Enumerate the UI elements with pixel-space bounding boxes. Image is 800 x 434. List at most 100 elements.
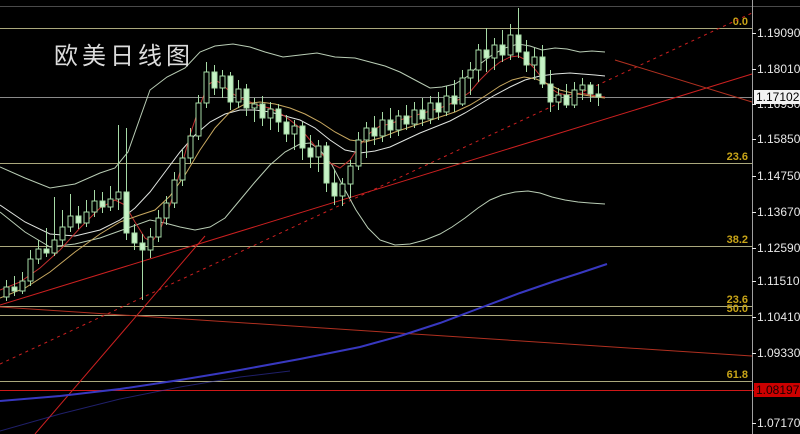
candle-body bbox=[587, 84, 594, 95]
candle-body bbox=[331, 182, 338, 197]
short-descending-line[interactable] bbox=[614, 59, 753, 103]
fib-level-label: 50.0 bbox=[727, 303, 748, 315]
candle-body bbox=[155, 217, 162, 238]
candle-body bbox=[275, 108, 282, 123]
ascending-trendline[interactable] bbox=[0, 73, 753, 306]
price-tick-label: 1.12590 bbox=[757, 241, 800, 255]
candle-body bbox=[219, 75, 226, 89]
candle-body bbox=[491, 44, 498, 59]
candle-body bbox=[595, 93, 602, 98]
candle-body bbox=[171, 179, 178, 204]
candle-body bbox=[299, 125, 306, 149]
fib-level-label: 23.6 bbox=[727, 151, 748, 163]
candle-body bbox=[203, 71, 210, 104]
alert-price-box bbox=[754, 383, 800, 397]
candle-body bbox=[139, 242, 146, 251]
candle-body bbox=[43, 248, 50, 254]
candle-body bbox=[91, 200, 98, 213]
candle-body bbox=[283, 121, 290, 135]
candle-body bbox=[499, 44, 506, 56]
candle-body bbox=[35, 248, 42, 260]
candle-body bbox=[435, 102, 442, 113]
candle-body bbox=[443, 95, 450, 113]
price-tick-label: 1.07170 bbox=[757, 416, 800, 430]
candle-body bbox=[427, 102, 434, 120]
candle-body bbox=[123, 191, 130, 234]
current-price-label: 1.17102 bbox=[756, 90, 800, 104]
candle-body bbox=[363, 127, 370, 141]
candle-body bbox=[99, 200, 106, 208]
candle-body bbox=[475, 49, 482, 71]
price-tick-label: 1.11510 bbox=[757, 274, 800, 288]
candle-body bbox=[211, 71, 218, 89]
candle-body bbox=[419, 109, 426, 120]
candle-body bbox=[507, 34, 514, 56]
candle-body bbox=[515, 34, 522, 53]
candle-body bbox=[83, 211, 90, 224]
chart-title: 欧美日线图 bbox=[54, 44, 194, 70]
fib-level-label: 38.2 bbox=[727, 234, 748, 246]
candle-body bbox=[243, 88, 250, 109]
candle-body bbox=[75, 215, 82, 224]
candle-body bbox=[51, 239, 58, 254]
price-tick-label: 1.09330 bbox=[757, 346, 800, 360]
candle-body bbox=[235, 88, 242, 103]
steep-trendline[interactable] bbox=[34, 235, 206, 434]
candle-body bbox=[323, 145, 330, 184]
candle-body bbox=[251, 103, 258, 109]
candle-body bbox=[347, 165, 354, 185]
candle-body bbox=[523, 51, 530, 66]
candle-body bbox=[483, 49, 490, 59]
candle-body bbox=[147, 236, 154, 251]
candle-body bbox=[531, 56, 538, 66]
candle-body bbox=[27, 258, 34, 282]
candle-body bbox=[339, 183, 346, 197]
candle-body bbox=[315, 145, 322, 158]
fib-level-label: 61.8 bbox=[727, 369, 748, 381]
candle-body bbox=[187, 135, 194, 159]
candle-body bbox=[387, 119, 394, 131]
candle-body bbox=[547, 83, 554, 103]
candle-body bbox=[539, 56, 546, 85]
alert-price-label: 1.08197 bbox=[756, 383, 800, 397]
candle-body bbox=[579, 84, 586, 91]
ma-long-blue-2 bbox=[0, 370, 291, 432]
candle-body bbox=[259, 103, 266, 119]
candle-body bbox=[459, 77, 466, 105]
candle-body bbox=[403, 115, 410, 125]
candle-body bbox=[411, 109, 418, 125]
candle-body bbox=[451, 95, 458, 105]
candle-body bbox=[115, 191, 122, 200]
candle-body bbox=[379, 119, 386, 137]
ma-fast-red bbox=[0, 55, 606, 291]
ascending-dotted-trendline[interactable] bbox=[0, 12, 753, 365]
candle-body bbox=[59, 226, 66, 241]
candle-body bbox=[195, 102, 202, 137]
candle-body bbox=[307, 147, 314, 158]
candle-body bbox=[131, 232, 138, 244]
candle-body bbox=[395, 115, 402, 131]
ma-long-blue bbox=[0, 263, 608, 402]
ma-slow-yellow bbox=[0, 76, 606, 299]
price-tick-label: 1.13670 bbox=[757, 205, 800, 219]
fib-level-label: 0.0 bbox=[733, 16, 748, 28]
candle-body bbox=[291, 125, 298, 135]
fib-level-label: 23.6 bbox=[727, 294, 748, 306]
candle-body bbox=[467, 69, 474, 79]
candle-body bbox=[3, 286, 10, 298]
candle-body bbox=[267, 108, 274, 119]
bollinger-middle-band bbox=[0, 72, 606, 237]
candle-body bbox=[563, 94, 570, 106]
candle-body bbox=[11, 286, 18, 292]
bollinger-upper-band bbox=[0, 43, 606, 189]
price-tick-label: 1.14750 bbox=[757, 169, 800, 183]
candle-body bbox=[19, 280, 26, 292]
candle-body bbox=[179, 157, 186, 181]
candle-body bbox=[555, 94, 562, 103]
candle-body bbox=[163, 202, 170, 219]
descending-trendline[interactable] bbox=[0, 306, 753, 357]
candle-body bbox=[227, 75, 234, 103]
price-tick-label: 1.10410 bbox=[757, 310, 800, 324]
